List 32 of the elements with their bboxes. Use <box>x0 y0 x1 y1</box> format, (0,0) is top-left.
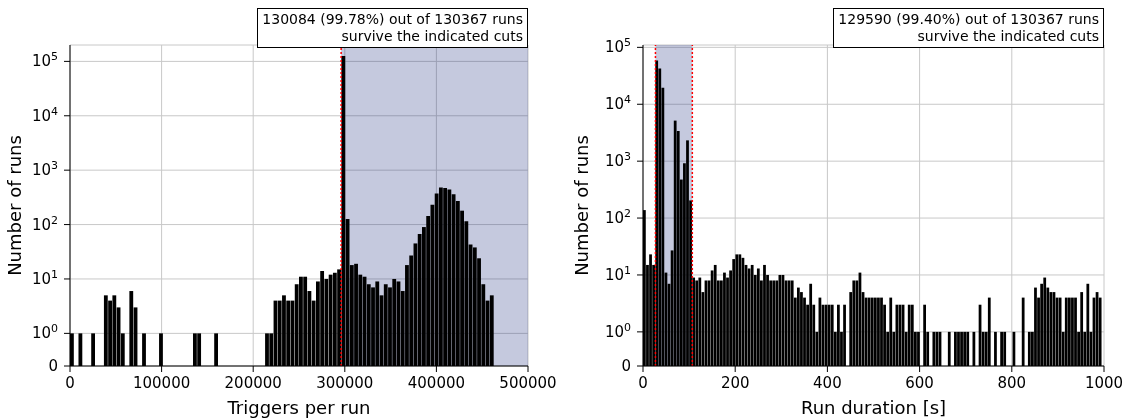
x-tick-label: 600 <box>905 374 934 392</box>
y-tick-label: 10$^{1}$ <box>604 263 631 284</box>
x-tick-label: 500000 <box>499 374 557 392</box>
y-tick-label: 10$^{5}$ <box>604 35 631 57</box>
x-tick-label: 300000 <box>316 374 374 392</box>
y-tick-label: 10$^{0}$ <box>31 321 58 343</box>
y-tick-label: 10$^{4}$ <box>604 92 631 114</box>
x-tick-label: 200000 <box>224 374 282 392</box>
y-tick-label: 10$^{0}$ <box>604 320 631 341</box>
y-axis-title: Number of runs <box>570 135 592 276</box>
y-tick-label: 10$^{1}$ <box>31 267 58 288</box>
x-axis-title: Run duration [s] <box>800 397 947 418</box>
y-tick-label: 10$^{3}$ <box>604 149 631 171</box>
x-tick-label: 0 <box>65 374 75 392</box>
y-tick-label: 0 <box>621 357 631 375</box>
x-tick-label: 0 <box>638 374 648 392</box>
y-tick-label: 10$^{2}$ <box>31 213 58 234</box>
y-tick-label: 10$^{4}$ <box>31 104 58 125</box>
text: 130084 (99.78%) out of 130367 runs survive the indicated cuts <box>257 8 528 48</box>
text: 129590 (99.40%) out of 130367 runs survive the indicated cuts <box>833 8 1104 48</box>
y-axis-title: Number of runs <box>3 135 25 276</box>
x-tick-label: 400000 <box>407 374 466 392</box>
y-tick-label: 10$^{2}$ <box>604 206 631 228</box>
y-tick-label: 0 <box>48 357 58 375</box>
x-tick-label: 800 <box>997 374 1027 392</box>
x-tick-label: 100000 <box>132 374 191 392</box>
x-axis-title: Triggers per run <box>226 397 371 418</box>
x-tick-label: 400 <box>813 374 842 392</box>
y-tick-label: 10$^{5}$ <box>31 49 58 71</box>
x-tick-label: 200 <box>720 374 750 392</box>
y-tick-label: 10$^{3}$ <box>31 158 58 180</box>
x-tick-label: 1000 <box>1084 374 1124 392</box>
